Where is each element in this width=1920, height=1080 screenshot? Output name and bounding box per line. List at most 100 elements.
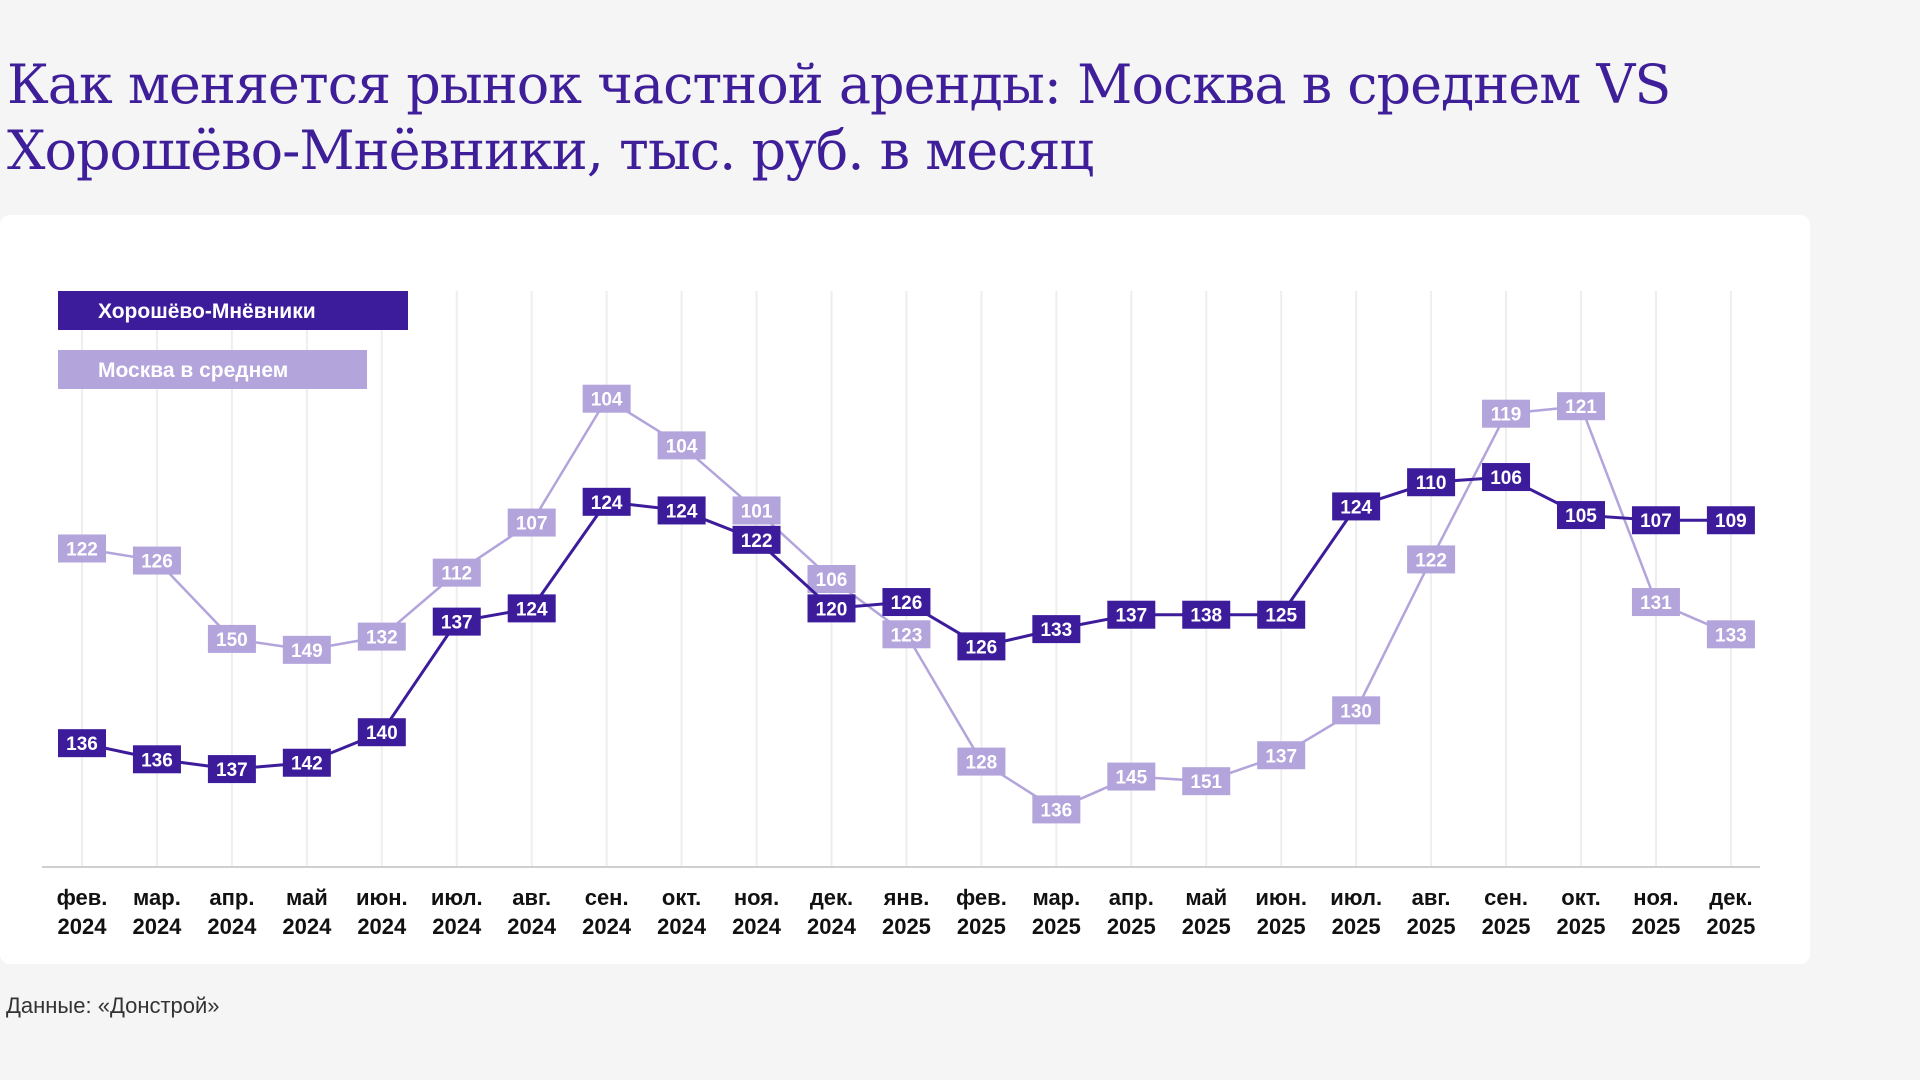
data-label: 124 bbox=[666, 501, 698, 522]
data-label: 137 bbox=[1265, 746, 1297, 767]
x-tick-month: ноя. bbox=[734, 885, 779, 910]
x-tick-month: янв. bbox=[883, 885, 930, 910]
data-label: 124 bbox=[1340, 497, 1372, 518]
data-point-box bbox=[132, 546, 181, 575]
data-point-box bbox=[1706, 620, 1755, 649]
x-tick-month: ноя. bbox=[1633, 885, 1678, 910]
x-tick-year: 2024 bbox=[207, 914, 257, 939]
x-tick-year: 2025 bbox=[1557, 914, 1606, 939]
data-point-box bbox=[657, 431, 706, 460]
data-point-box bbox=[1032, 615, 1081, 644]
x-tick-year: 2025 bbox=[1706, 914, 1755, 939]
data-point-box bbox=[1631, 588, 1680, 617]
x-tick-year: 2024 bbox=[807, 914, 857, 939]
data-label: 124 bbox=[516, 599, 548, 620]
legend-label: Хорошёво-Мнёвники bbox=[98, 300, 316, 323]
data-label: 126 bbox=[966, 637, 998, 658]
data-point-box bbox=[1706, 506, 1755, 535]
data-point-box bbox=[58, 729, 106, 758]
data-point-box bbox=[1482, 463, 1531, 492]
data-point-box bbox=[882, 620, 931, 649]
x-tick-month: сен. bbox=[1484, 885, 1528, 910]
x-tick-year: 2025 bbox=[882, 914, 931, 939]
data-label: 128 bbox=[966, 753, 998, 774]
x-tick-year: 2024 bbox=[432, 914, 482, 939]
x-tick-month: авг. bbox=[512, 885, 551, 910]
chart-title: Как меняется рынок частной аренды: Москв… bbox=[7, 53, 1671, 182]
x-tick-month: мар. bbox=[133, 885, 181, 910]
data-point-box bbox=[1407, 468, 1456, 497]
data-point-box bbox=[1032, 795, 1081, 824]
data-point-box bbox=[282, 635, 331, 664]
x-tick-month: июн. bbox=[1255, 885, 1307, 910]
data-point-box bbox=[1482, 399, 1531, 428]
x-tick-year: 2024 bbox=[282, 914, 332, 939]
x-tick-year: 2024 bbox=[132, 914, 182, 939]
x-tick-year: 2024 bbox=[58, 914, 108, 939]
data-point-box bbox=[507, 508, 556, 537]
data-label: 130 bbox=[1340, 701, 1372, 722]
data-label: 104 bbox=[591, 390, 623, 411]
x-tick-month: мар. bbox=[1032, 885, 1080, 910]
data-point-box bbox=[1182, 600, 1231, 629]
data-point-box bbox=[58, 534, 106, 563]
data-label: 106 bbox=[816, 570, 848, 591]
data-label: 122 bbox=[1415, 550, 1447, 571]
x-tick-month: окт. bbox=[662, 885, 701, 910]
x-tick-year: 2024 bbox=[657, 914, 707, 939]
data-label: 136 bbox=[141, 750, 173, 771]
data-label: 120 bbox=[816, 599, 848, 620]
x-tick-month: май bbox=[1185, 885, 1227, 910]
data-point-box bbox=[1332, 492, 1381, 521]
data-label: 150 bbox=[216, 630, 248, 651]
x-tick-month: окт. bbox=[1561, 885, 1600, 910]
data-label: 138 bbox=[1190, 606, 1222, 627]
data-point-box bbox=[432, 607, 481, 636]
legend-swatch bbox=[58, 350, 367, 389]
data-label: 125 bbox=[1265, 606, 1297, 627]
data-point-box bbox=[1557, 501, 1605, 530]
data-label: 133 bbox=[1715, 625, 1747, 646]
data-point-box bbox=[807, 594, 856, 623]
data-label: 107 bbox=[1640, 511, 1672, 532]
legend-swatch bbox=[58, 291, 408, 330]
data-label: 104 bbox=[666, 436, 698, 457]
x-tick-year: 2025 bbox=[1032, 914, 1081, 939]
data-point-box bbox=[507, 594, 556, 623]
data-point-box bbox=[882, 588, 931, 617]
x-tick-month: май bbox=[286, 885, 328, 910]
data-label: 123 bbox=[891, 625, 923, 646]
x-tick-month: апр. bbox=[209, 885, 254, 910]
data-point-box bbox=[1557, 392, 1605, 421]
data-label: 131 bbox=[1640, 593, 1672, 614]
data-label: 122 bbox=[741, 531, 773, 552]
x-tick-year: 2024 bbox=[582, 914, 632, 939]
data-point-box bbox=[957, 632, 1006, 661]
x-tick-month: июл. bbox=[1330, 885, 1382, 910]
data-point-box bbox=[582, 487, 631, 516]
x-tick-month: июл. bbox=[431, 885, 483, 910]
data-label: 132 bbox=[366, 628, 398, 649]
data-point-box bbox=[1107, 762, 1156, 791]
data-point-box bbox=[207, 755, 256, 784]
data-point-box bbox=[1182, 767, 1231, 796]
data-point-box bbox=[432, 558, 481, 587]
data-point-box bbox=[1257, 600, 1306, 629]
data-label: 137 bbox=[216, 760, 248, 781]
x-tick-year: 2025 bbox=[1257, 914, 1306, 939]
data-label: 126 bbox=[141, 552, 173, 573]
x-tick-month: дек. bbox=[1709, 885, 1752, 910]
data-label: 124 bbox=[591, 493, 623, 514]
data-point-box bbox=[1107, 600, 1156, 629]
data-label: 112 bbox=[441, 564, 472, 585]
data-label: 136 bbox=[1040, 800, 1072, 821]
data-label: 109 bbox=[1715, 511, 1747, 532]
x-tick-year: 2025 bbox=[1482, 914, 1531, 939]
x-tick-year: 2025 bbox=[1107, 914, 1156, 939]
data-label: 107 bbox=[516, 514, 548, 535]
data-point-box bbox=[1631, 506, 1680, 535]
x-tick-month: апр. bbox=[1109, 885, 1154, 910]
x-tick-month: авг. bbox=[1412, 885, 1451, 910]
x-tick-year: 2025 bbox=[1332, 914, 1381, 939]
